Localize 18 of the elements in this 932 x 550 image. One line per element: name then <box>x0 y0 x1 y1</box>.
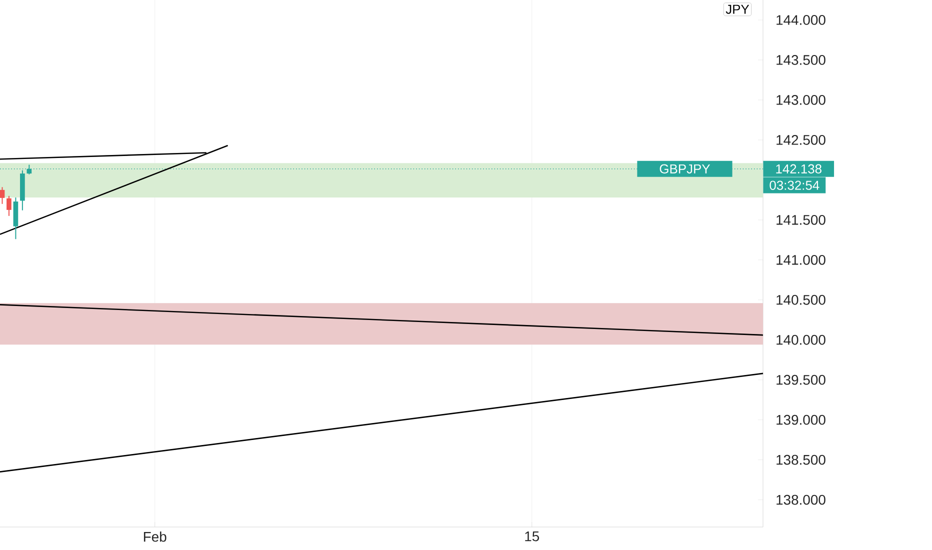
text: 03:32:54 <box>770 180 820 190</box>
x-tick-label: Feb <box>144 532 166 542</box>
ref-line-label: 142.138 <box>776 164 822 174</box>
y-tick-label: 141.500 <box>776 214 826 225</box>
y-tick-label: 143.000 <box>776 95 826 105</box>
y-tick-label: 139.000 <box>776 414 826 425</box>
y-tick-label: 138.500 <box>776 454 826 465</box>
y-tick-label: 141.000 <box>776 254 826 265</box>
text: GBPJPY <box>660 164 710 174</box>
y-axis-title: JPY <box>726 4 750 14</box>
y-tick-label: 139.500 <box>776 374 826 385</box>
x-tick-label: 15 <box>525 532 540 542</box>
y-tick-label: 142.500 <box>776 134 826 145</box>
y-tick-label: 143.500 <box>776 55 826 65</box>
y-tick-label: 144.000 <box>776 15 826 25</box>
y-tick-label: 140.500 <box>776 294 826 305</box>
y-tick-label: 140.000 <box>776 334 826 345</box>
y-tick-label: 138.000 <box>776 494 826 505</box>
